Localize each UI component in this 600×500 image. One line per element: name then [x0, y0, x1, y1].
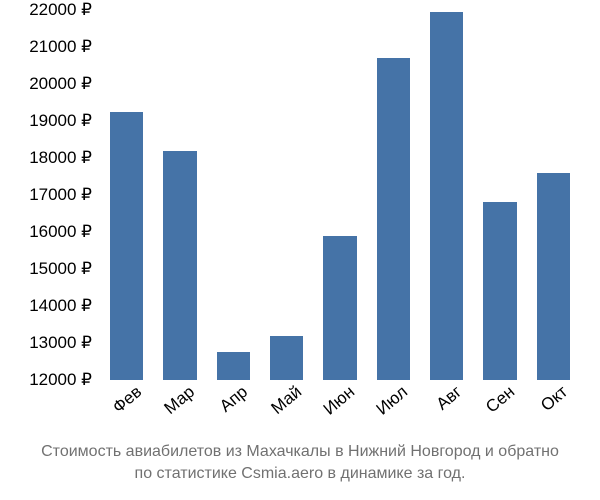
bar [270, 336, 303, 380]
bar [483, 202, 516, 380]
x-tick-label: Фев [87, 382, 146, 436]
x-tick-label: Апр [193, 382, 252, 436]
y-tick-label: 18000 ₽ [29, 148, 92, 168]
x-tick-label: Сен [460, 382, 519, 436]
caption-line-2: по статистике Csmia.aero в динамике за г… [0, 465, 600, 483]
y-axis: 12000 ₽13000 ₽14000 ₽15000 ₽16000 ₽17000… [0, 10, 100, 380]
y-tick-label: 21000 ₽ [29, 37, 92, 57]
x-tick-label: Авг [407, 382, 466, 436]
y-tick-label: 14000 ₽ [29, 296, 92, 316]
x-axis: ФевМарАпрМайИюнИюлАвгСенОкт [100, 382, 580, 442]
bar [537, 173, 570, 380]
x-tick-label: Июн [300, 382, 359, 436]
y-tick-label: 12000 ₽ [29, 370, 92, 390]
x-tick-label: Мар [140, 382, 199, 436]
bars-group [100, 10, 580, 380]
price-chart: 12000 ₽ 13000 ₽ 14000 ₽ 15000 ₽ 16000 ₽ 17000… [0, 0, 600, 500]
y-tick-label: 20000 ₽ [29, 74, 92, 94]
y-tick-label: 22000 ₽ [29, 0, 92, 20]
bar [430, 12, 463, 380]
bar [110, 112, 143, 380]
x-tick-label: Окт [513, 382, 572, 436]
y-tick-label: 17000 ₽ [29, 185, 92, 205]
y-tick-label: 16000 ₽ [29, 222, 92, 242]
caption-line-1: Стоимость авиабилетов из Махачкалы в Ниж… [0, 443, 600, 461]
y-tick-label: 19000 ₽ [29, 111, 92, 131]
plot-area [100, 10, 580, 380]
y-tick-label: 13000 ₽ [29, 333, 92, 353]
bar [377, 58, 410, 380]
bar [323, 236, 356, 380]
bar [217, 352, 250, 380]
bar [163, 151, 196, 380]
x-tick-label: Май [247, 382, 306, 436]
y-tick-label: 15000 ₽ [29, 259, 92, 279]
x-tick-label: Июл [353, 382, 412, 436]
